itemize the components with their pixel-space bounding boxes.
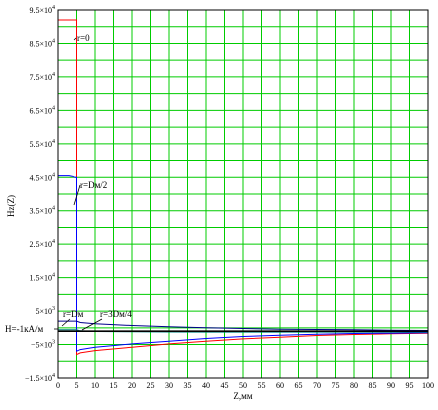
x-tick-label: 95 <box>406 381 414 390</box>
x-tick-label: 45 <box>221 381 229 390</box>
x-tick-label: 10 <box>91 381 99 390</box>
annotation-label: r=Dм/2 <box>80 180 107 190</box>
x-tick-label: 15 <box>110 381 118 390</box>
y-tick-label: 3.5×104 <box>29 206 55 216</box>
series-lines <box>57 19 429 356</box>
x-tick-label: 0 <box>56 381 60 390</box>
y-tick-label: 4.5×104 <box>29 172 55 182</box>
x-tick-label: 20 <box>128 381 136 390</box>
y-tick-label: 6.5×104 <box>29 105 55 115</box>
y-tick-label: 8.5×104 <box>29 38 55 48</box>
plot-frame <box>57 9 429 379</box>
x-tick-label: 65 <box>295 381 303 390</box>
x-tick-label: 55 <box>258 381 266 390</box>
annotations: r=0 r=Dм/2 r=Dм r=3Dм/4 H=-1кА/м <box>5 33 132 334</box>
y-tick-label: −1.5×104 <box>25 373 55 383</box>
x-tick-label: 30 <box>165 381 173 390</box>
x-tick-label: 75 <box>332 381 340 390</box>
annotation-leader <box>61 318 71 327</box>
y-tick-label: 9.5×104 <box>29 5 55 15</box>
annotation-leader <box>73 37 77 41</box>
x-tick-label: 5 <box>75 381 79 390</box>
x-tick-label: 80 <box>350 381 358 390</box>
y-tick-label: 5.5×104 <box>29 139 55 149</box>
annotation-label: r=Dм <box>63 309 84 319</box>
series-line <box>57 19 429 356</box>
tick-labels: 0 5 10 15 20 25 30 35 40 45 50 55 60 65 70 75 80 85 90 95 10… <box>25 5 434 390</box>
x-tick-label: 50 <box>239 381 247 390</box>
y-tick-label: 5×103 <box>35 306 55 316</box>
x-tick-label: 85 <box>369 381 377 390</box>
annotation-leader <box>81 318 103 331</box>
annotation-label: r=0 <box>77 33 90 43</box>
x-tick-label: 90 <box>387 381 395 390</box>
x-tick-label: 60 <box>276 381 284 390</box>
annotation-leader <box>73 184 81 206</box>
y-tick-label: 7.5×104 <box>29 72 55 82</box>
plot-border <box>57 9 429 379</box>
annotation-label: H=-1кА/м <box>5 324 43 334</box>
x-tick-label: 35 <box>184 381 192 390</box>
annotation-label: r=3Dм/4 <box>100 309 132 319</box>
y-tick-label: 2.5×104 <box>29 239 55 249</box>
x-tick-label: 40 <box>202 381 210 390</box>
x-tick-label: 25 <box>147 381 155 390</box>
x-tick-label: 70 <box>313 381 321 390</box>
x-tick-label: 100 <box>422 381 434 390</box>
grid-lines <box>57 9 429 379</box>
y-axis-title: Hz(Z) <box>6 195 16 217</box>
y-tick-label: 1.5×104 <box>29 273 55 283</box>
y-tick-label: −5×103 <box>31 340 55 350</box>
x-axis-title: Z,мм <box>233 391 252 401</box>
series-line <box>58 320 429 331</box>
series-line <box>57 175 429 352</box>
